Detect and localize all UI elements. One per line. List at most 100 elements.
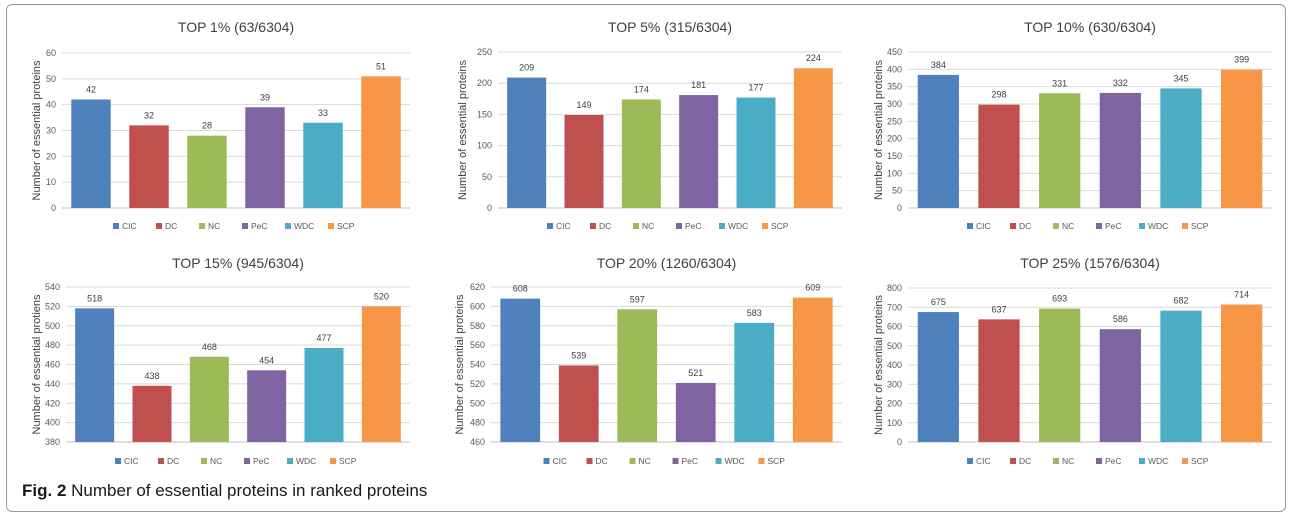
legend-swatch-cic xyxy=(115,458,121,464)
bar-wdc xyxy=(304,348,344,442)
bar-scp xyxy=(792,297,833,442)
y-tick-label: 480 xyxy=(45,340,60,350)
y-tick-label: 350 xyxy=(887,82,902,92)
legend-swatch-cic xyxy=(543,458,550,464)
bar-dc xyxy=(558,365,599,442)
bar-cic xyxy=(507,77,547,208)
data-label: 209 xyxy=(519,63,534,73)
y-tick-label: 400 xyxy=(887,64,902,74)
legend-label-dc: DC xyxy=(1019,221,1031,231)
y-tick-label: 30 xyxy=(46,126,56,136)
y-tick-label: 800 xyxy=(887,283,902,293)
legend-label-scp: SCP xyxy=(1191,221,1209,231)
legend-swatch-nc xyxy=(1053,458,1059,464)
legend-swatch-dc xyxy=(1010,458,1016,464)
data-label: 675 xyxy=(931,297,946,307)
legend-label-scp: SCP xyxy=(768,456,786,466)
legend-swatch-wdc xyxy=(287,458,293,464)
data-label: 331 xyxy=(1052,78,1067,88)
bar-wdc xyxy=(736,97,776,208)
data-label: 177 xyxy=(748,83,763,93)
legend-label-nc: NC xyxy=(210,456,222,466)
legend-swatch-pec xyxy=(1096,223,1102,229)
y-tick-label: 450 xyxy=(887,47,902,57)
bar-dc xyxy=(564,115,604,208)
y-tick-label: 100 xyxy=(477,141,492,151)
y-tick-label: 520 xyxy=(45,301,60,311)
data-label: 597 xyxy=(630,294,645,304)
y-tick-label: 400 xyxy=(45,418,60,428)
data-label: 608 xyxy=(513,284,528,294)
y-tick-label: 460 xyxy=(45,360,60,370)
data-label: 609 xyxy=(805,283,820,293)
bar-scp xyxy=(361,306,401,442)
legend-swatch-pec xyxy=(244,458,250,464)
legend-swatch-wdc xyxy=(1139,223,1145,229)
legend-label-pec: PeC xyxy=(685,221,702,231)
chart-title: TOP 1% (63/6304) xyxy=(178,19,294,35)
bar-pec xyxy=(675,382,716,442)
chart-title: TOP 10% (630/6304) xyxy=(1024,19,1156,35)
y-axis-label: Number of essential proteins xyxy=(454,294,466,435)
bar-cic xyxy=(917,74,959,208)
legend-label-pec: PeC xyxy=(1105,221,1122,231)
legend-label-wdc: WDC xyxy=(296,456,316,466)
bar-pec xyxy=(1099,329,1141,442)
data-label: 583 xyxy=(747,308,762,318)
y-tick-label: 200 xyxy=(477,78,492,88)
data-label: 477 xyxy=(316,333,331,343)
legend-label-dc: DC xyxy=(165,221,177,231)
legend-label-wdc: WDC xyxy=(725,456,745,466)
y-tick-label: 10 xyxy=(46,177,56,187)
bar-cic xyxy=(75,308,115,442)
legend-swatch-pec xyxy=(242,223,248,229)
data-label: 332 xyxy=(1113,78,1128,88)
data-label: 224 xyxy=(806,53,821,63)
data-label: 28 xyxy=(202,121,212,131)
data-label: 42 xyxy=(86,85,96,95)
bar-scp xyxy=(361,76,401,208)
legend-label-pec: PeC xyxy=(251,221,268,231)
data-label: 32 xyxy=(144,110,154,120)
bar-cic xyxy=(71,99,111,208)
legend-label-cic: CIC xyxy=(124,456,139,466)
bar-nc xyxy=(1039,308,1081,442)
legend-label-dc: DC xyxy=(596,456,608,466)
bar-pec xyxy=(679,95,719,208)
legend-swatch-wdc xyxy=(285,223,291,229)
bar-dc xyxy=(132,385,172,442)
y-tick-label: 500 xyxy=(45,321,60,331)
data-label: 714 xyxy=(1234,290,1249,300)
y-tick-label: 50 xyxy=(482,172,492,182)
y-tick-label: 100 xyxy=(887,418,902,428)
data-label: 399 xyxy=(1234,55,1249,65)
legend-label-pec: PeC xyxy=(682,456,699,466)
legend-swatch-dc xyxy=(590,223,596,229)
y-tick-label: 420 xyxy=(45,398,60,408)
data-label: 174 xyxy=(634,84,649,94)
y-tick-label: 600 xyxy=(887,322,902,332)
bar-scp xyxy=(793,68,833,208)
data-label: 468 xyxy=(202,342,217,352)
data-label: 51 xyxy=(376,61,386,71)
legend-label-nc: NC xyxy=(208,221,220,231)
bar-nc xyxy=(189,356,229,442)
bar-dc xyxy=(978,319,1020,442)
legend-label-scp: SCP xyxy=(771,221,789,231)
legend-label-pec: PeC xyxy=(1105,456,1122,466)
bar-scp xyxy=(1221,69,1263,209)
legend-swatch-nc xyxy=(199,223,205,229)
y-tick-label: 250 xyxy=(887,116,902,126)
legend-swatch-cic xyxy=(967,223,973,229)
data-label: 33 xyxy=(318,108,328,118)
legend-swatch-pec xyxy=(672,458,679,464)
y-tick-label: 20 xyxy=(46,151,56,161)
chart-panel-6: TOP 25% (1576/6304) 0 100 200 300 400 500 600 70… xyxy=(873,255,1272,466)
data-label: 693 xyxy=(1052,294,1067,304)
y-tick-label: 460 xyxy=(470,437,485,447)
bar-nc xyxy=(1039,93,1081,208)
bar-nc xyxy=(617,309,658,442)
legend-label-cic: CIC xyxy=(556,221,571,231)
bar-wdc xyxy=(734,322,775,442)
